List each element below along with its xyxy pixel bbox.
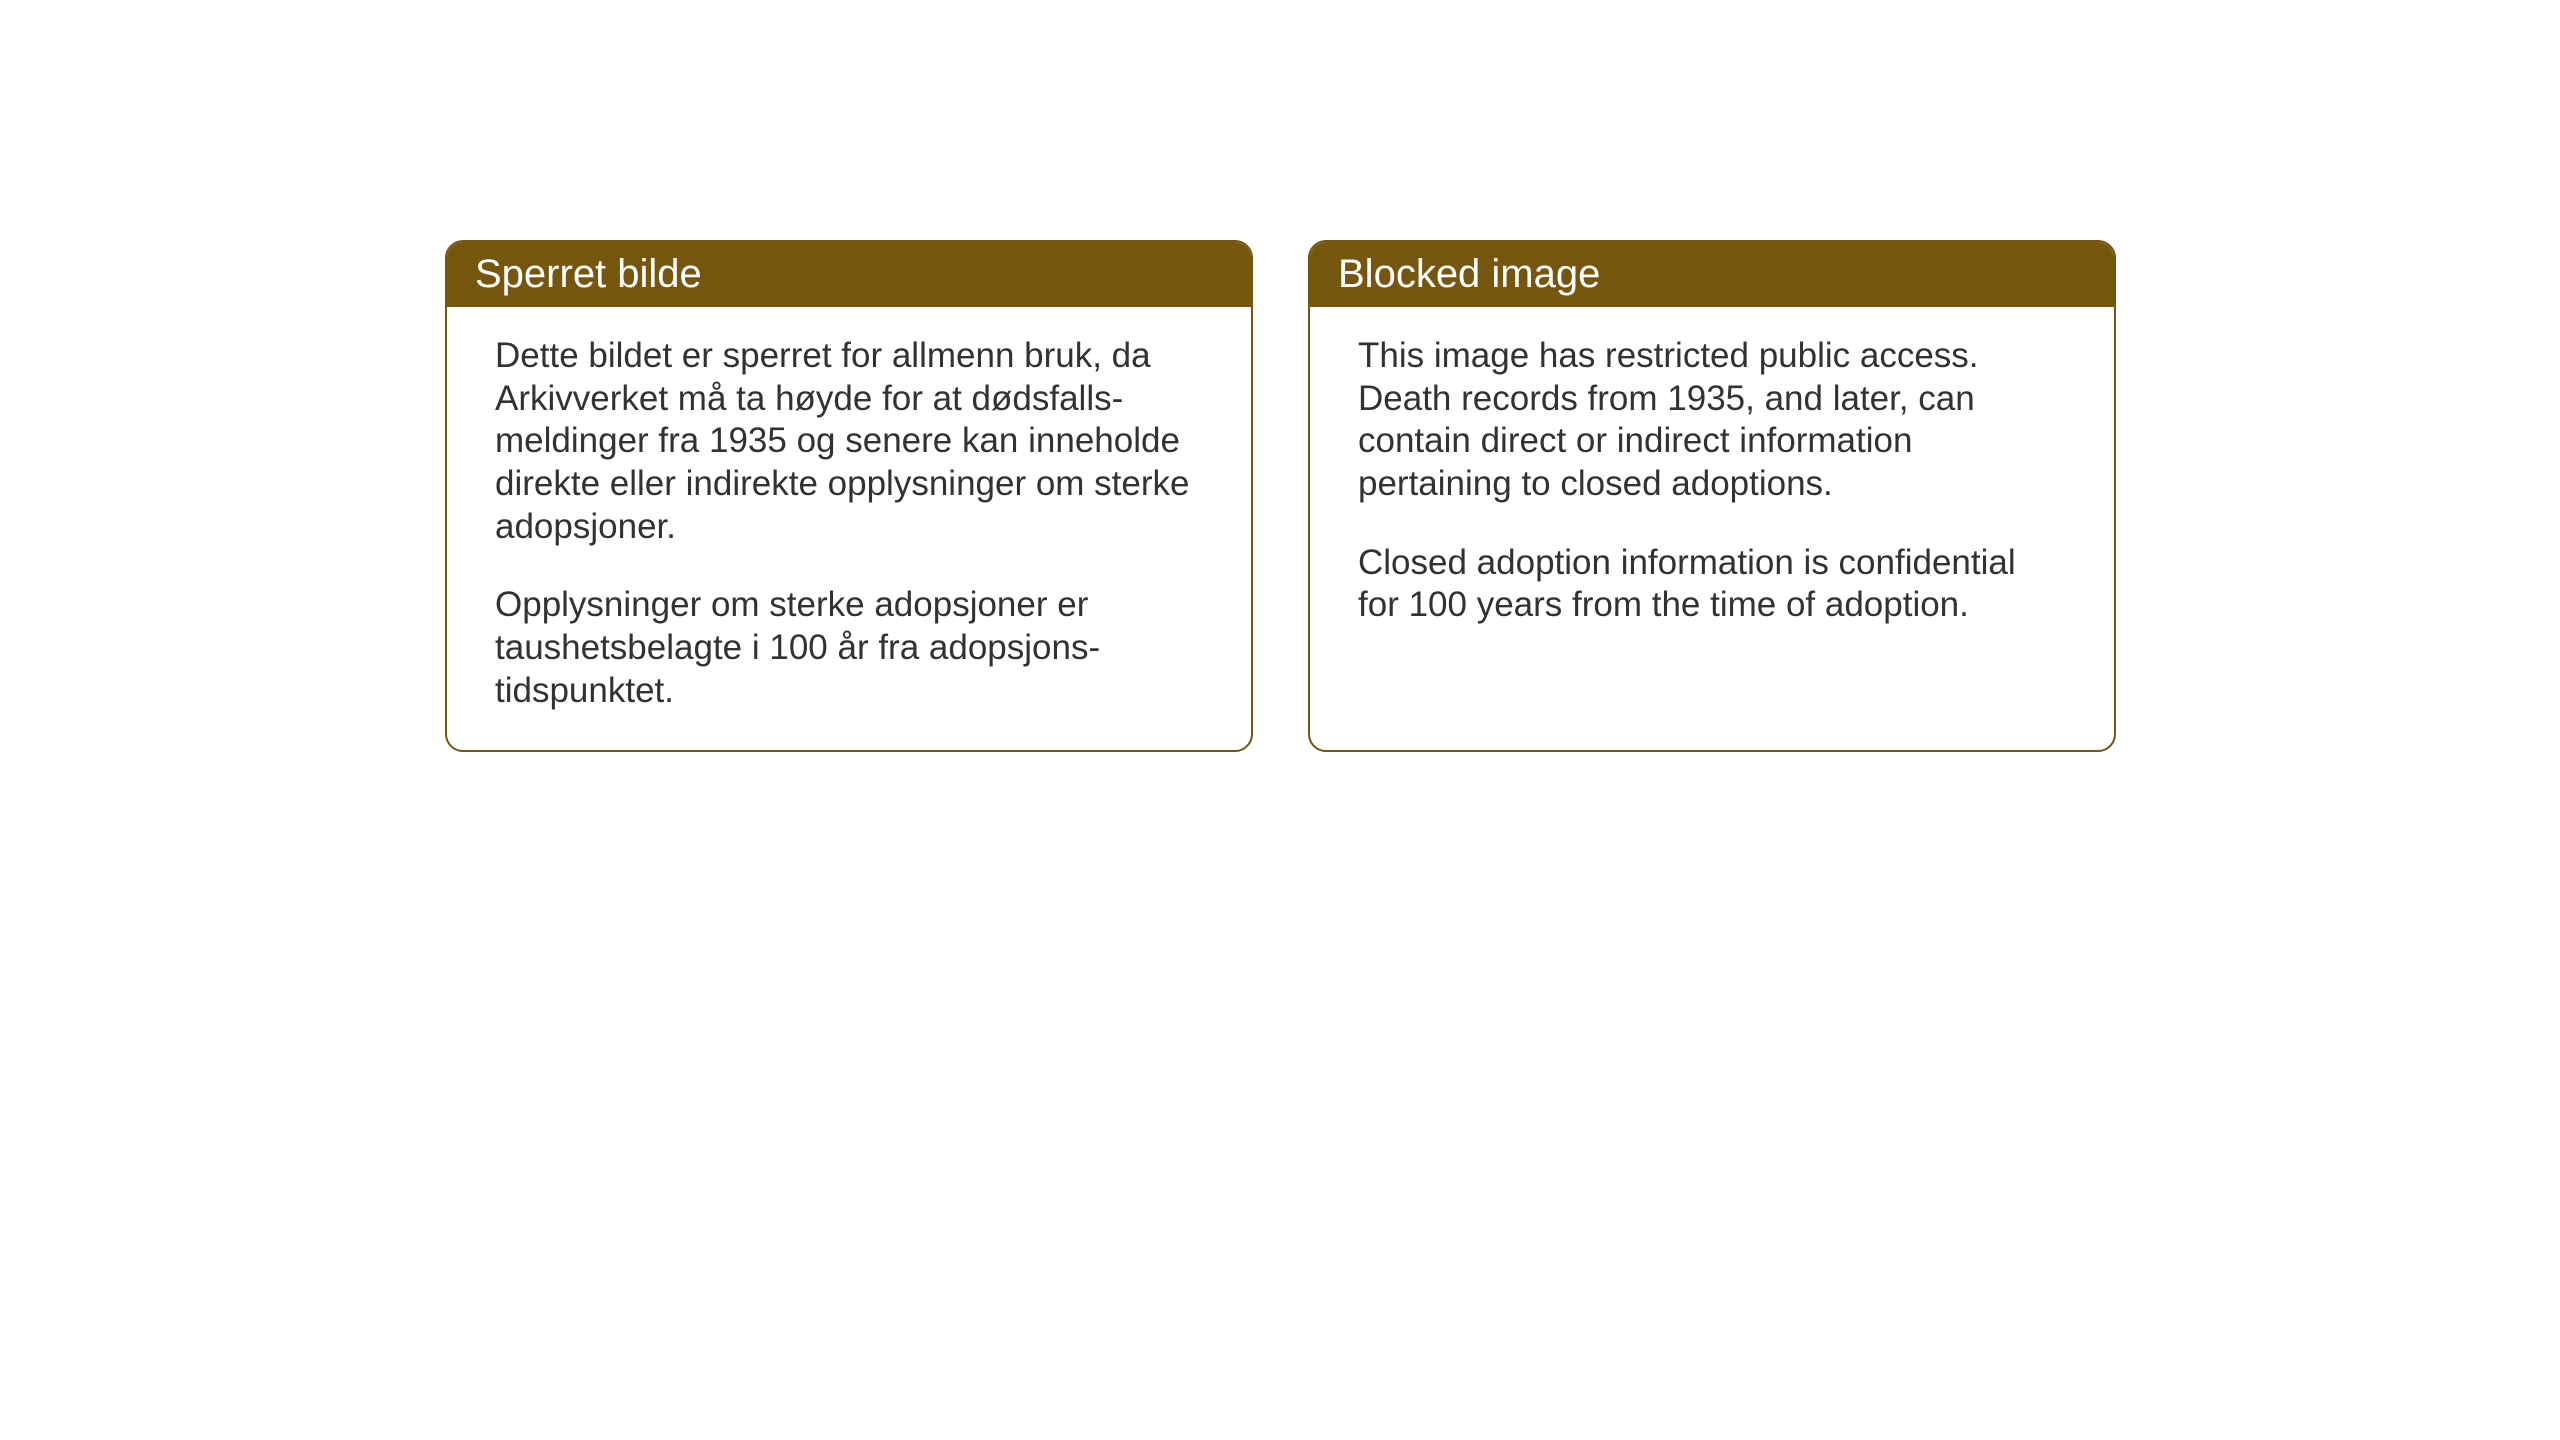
card-body-norwegian: Dette bildet er sperret for allmenn bruk… [447,307,1251,749]
card-paragraph-2-norwegian: Opplysninger om sterke adopsjoner er tau… [495,584,1203,712]
card-paragraph-1-english: This image has restricted public access.… [1358,335,2066,506]
notice-card-norwegian: Sperret bilde Dette bildet er sperret fo… [445,240,1253,752]
card-paragraph-2-english: Closed adoption information is confident… [1358,542,2066,627]
notice-card-english: Blocked image This image has restricted … [1308,240,2116,752]
card-title-norwegian: Sperret bilde [475,252,702,296]
card-title-english: Blocked image [1338,252,1600,296]
card-body-english: This image has restricted public access.… [1310,307,2114,663]
card-paragraph-1-norwegian: Dette bildet er sperret for allmenn bruk… [495,335,1203,548]
notice-container: Sperret bilde Dette bildet er sperret fo… [445,240,2116,752]
card-header-english: Blocked image [1310,242,2114,307]
card-header-norwegian: Sperret bilde [447,242,1251,307]
